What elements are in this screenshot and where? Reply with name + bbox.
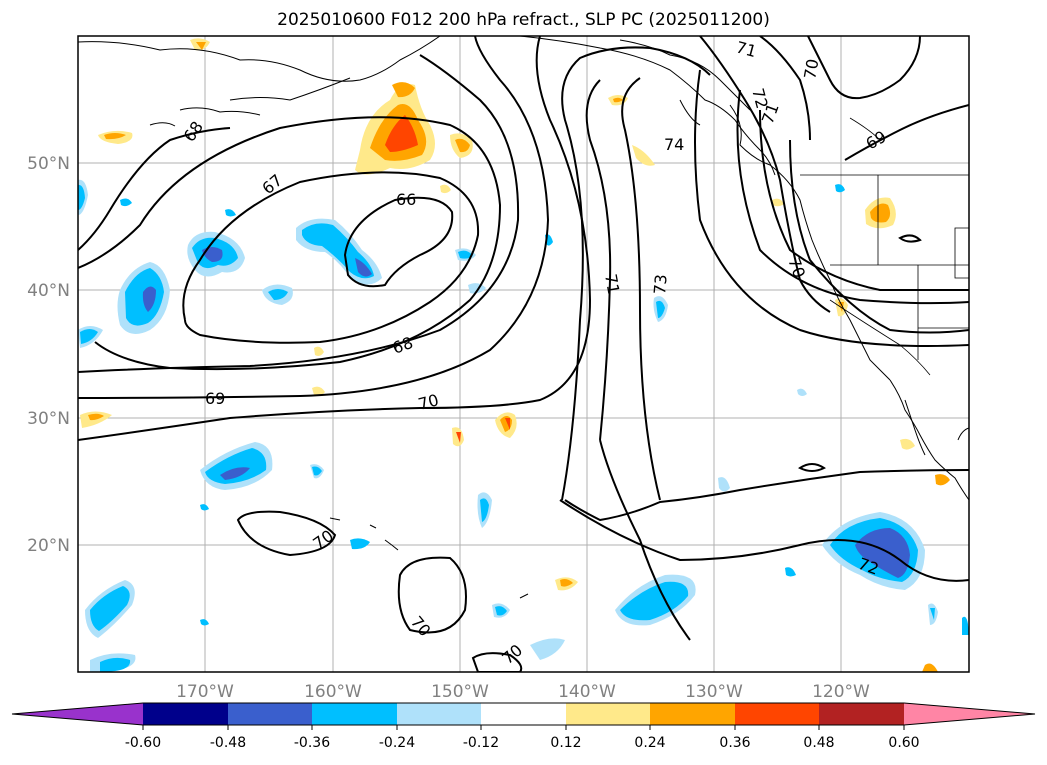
borders [800,117,969,376]
lat-tick-label: 20°N [27,536,70,556]
colorbar-swatch [312,703,397,725]
lon-tick-label: 170°W [176,682,234,702]
lat-tick-label: 30°N [27,409,70,429]
lon-tick-label: 120°W [812,682,870,702]
colorbar-tick-label: 0.48 [803,735,834,751]
lat-tick-label: 50°N [27,154,70,174]
negative-anomaly-shading [78,179,969,672]
contour-label: 71 [734,38,759,62]
colorbar-tick-label: -0.36 [294,735,330,751]
colorbar: -0.60 -0.48 -0.36 -0.24 -0.12 0.12 0.24 … [11,702,1036,751]
map-area [78,36,969,672]
colorbar-tick-label: -0.12 [463,735,499,751]
colorbar-tick-label: 0.12 [550,735,581,751]
lon-tick-label: 160°W [304,682,362,702]
colorbar-swatch [228,703,312,725]
colorbar-swatch [650,703,735,725]
colorbar-tick-label: -0.60 [125,735,161,751]
map-title: 2025010600 F012 200 hPa refract., SLP PC… [277,10,770,30]
colorbar-swatch [819,703,904,725]
colorbar-tick-label: 0.24 [634,735,665,751]
colorbar-swatch [143,703,228,725]
colorbar-extend-high [904,703,1035,725]
coastlines [78,36,969,599]
contour-label: 74 [664,135,684,154]
colorbar-swatch [735,703,819,725]
contour-label: 70 [416,390,441,414]
colorbar-extend-low [12,703,143,725]
map-frame [77,35,970,673]
colorbar-tick-label: -0.24 [379,735,415,751]
lat-tick-label: 40°N [27,281,70,301]
colorbar-tick-label: 0.60 [888,735,919,751]
slp-contours [78,36,969,672]
lat-tick-labels: 50°N 40°N 30°N 20°N [27,154,70,556]
lon-tick-labels: 170°W 160°W 150°W 140°W 130°W 120°W [176,682,870,702]
contour-label: 72 [748,86,772,111]
contour-label: 70 [800,57,822,80]
lon-tick-label: 130°W [685,682,743,702]
colorbar-tick-label: 0.36 [719,735,750,751]
contour-label: 73 [650,273,671,295]
contour-label: 66 [396,190,416,209]
contour-label: 69 [205,389,225,408]
lon-tick-label: 150°W [431,682,489,702]
lon-tick-label: 140°W [558,682,616,702]
colorbar-swatch [566,703,650,725]
contour-label: 71 [601,272,623,295]
colorbar-swatch [481,703,566,725]
colorbar-swatch [397,703,481,725]
colorbar-tick-label: -0.48 [210,735,246,751]
